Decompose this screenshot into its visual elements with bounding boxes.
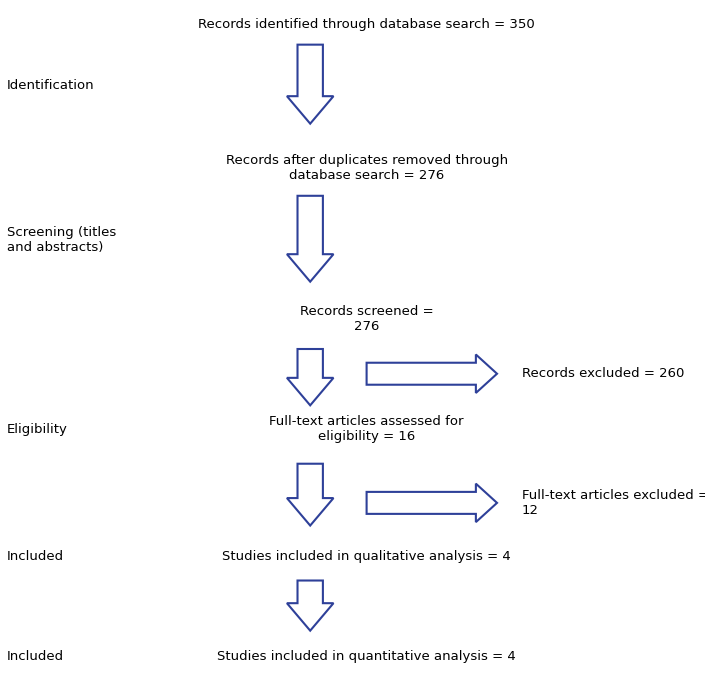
Polygon shape [287, 349, 333, 405]
Polygon shape [287, 45, 333, 124]
Polygon shape [287, 196, 333, 282]
Text: Included: Included [7, 550, 64, 563]
Text: Included: Included [7, 650, 64, 662]
Text: Studies included in quantitative analysis = 4: Studies included in quantitative analysi… [217, 650, 516, 662]
Text: Screening (titles
and abstracts): Screening (titles and abstracts) [7, 227, 116, 254]
Polygon shape [287, 581, 333, 631]
Polygon shape [367, 354, 497, 393]
Text: Records after duplicates removed through
database search = 276: Records after duplicates removed through… [226, 155, 508, 182]
Text: Full-text articles excluded =
12: Full-text articles excluded = 12 [522, 489, 705, 517]
Text: Records identified through database search = 350: Records identified through database sear… [198, 18, 535, 30]
Text: Records screened =
276: Records screened = 276 [300, 306, 434, 333]
Text: Records excluded = 260: Records excluded = 260 [522, 368, 684, 380]
Text: Eligibility: Eligibility [7, 423, 68, 436]
Text: Identification: Identification [7, 80, 94, 92]
Polygon shape [367, 484, 497, 522]
Polygon shape [287, 464, 333, 526]
Text: Full-text articles assessed for
eligibility = 16: Full-text articles assessed for eligibil… [269, 416, 464, 443]
Text: Studies included in qualitative analysis = 4: Studies included in qualitative analysis… [222, 550, 511, 563]
